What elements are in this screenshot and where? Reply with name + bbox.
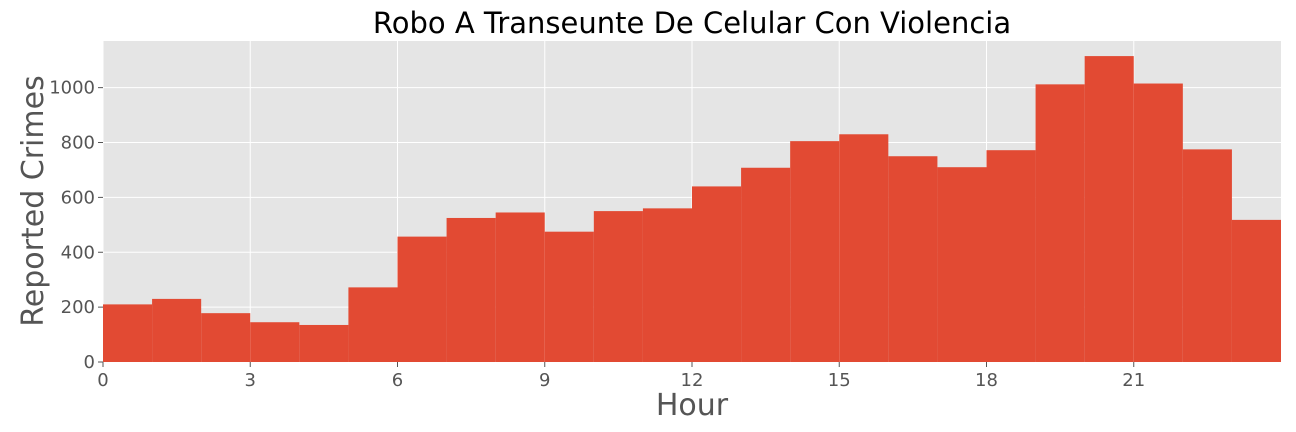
bar-hour-1 (152, 298, 202, 362)
y-tick-label: 0 (84, 352, 95, 373)
bar-hour-17 (937, 167, 987, 362)
x-tick-label: 6 (392, 370, 403, 391)
x-tick-label: 18 (975, 370, 998, 391)
bar-hour-2 (201, 313, 251, 362)
bar-hour-8 (495, 212, 545, 362)
bar-hour-14 (790, 141, 840, 362)
bars (103, 56, 1281, 363)
bar-hour-4 (299, 324, 349, 362)
x-tick-label: 15 (828, 370, 851, 391)
bar-hour-5 (348, 287, 398, 362)
bar-hour-11 (642, 208, 692, 362)
bar-hour-19 (1035, 84, 1085, 362)
y-tick-label: 1000 (49, 78, 95, 99)
y-axis-ticks: 0 200 400 600 800 1000 (49, 78, 103, 373)
bar-hour-6 (397, 236, 447, 362)
y-tick-label: 600 (61, 187, 95, 208)
y-tick-label: 200 (61, 297, 95, 318)
x-tick-label: 9 (539, 370, 550, 391)
bar-hour-16 (888, 156, 938, 362)
y-axis-label: Reported Crimes (16, 75, 51, 326)
x-tick-label: 12 (681, 370, 704, 391)
chart-title: Robo A Transeunte De Celular Con Violenc… (373, 6, 1011, 40)
bar-hour-18 (986, 150, 1036, 362)
y-tick-label: 800 (61, 133, 95, 154)
bar-hour-23 (1231, 219, 1281, 362)
bar-hour-7 (446, 217, 496, 362)
bar-hour-20 (1084, 56, 1134, 362)
bar-hour-0 (103, 304, 153, 362)
bar-hour-9 (544, 231, 594, 362)
bar-hour-3 (250, 322, 300, 362)
y-tick-label: 400 (61, 242, 95, 263)
bar-hour-15 (839, 134, 889, 362)
x-tick-label: 0 (97, 370, 108, 391)
bar-hour-13 (741, 167, 791, 362)
x-axis-ticks: 0 3 6 9 12 15 18 21 (97, 362, 1145, 391)
bar-hour-22 (1182, 149, 1232, 362)
bar-hour-12 (692, 186, 742, 362)
bar-hour-10 (593, 211, 643, 362)
x-tick-label: 21 (1122, 370, 1145, 391)
bar-hour-21 (1133, 83, 1183, 363)
x-tick-label: 3 (245, 370, 256, 391)
x-axis-label: Hour (656, 388, 729, 423)
